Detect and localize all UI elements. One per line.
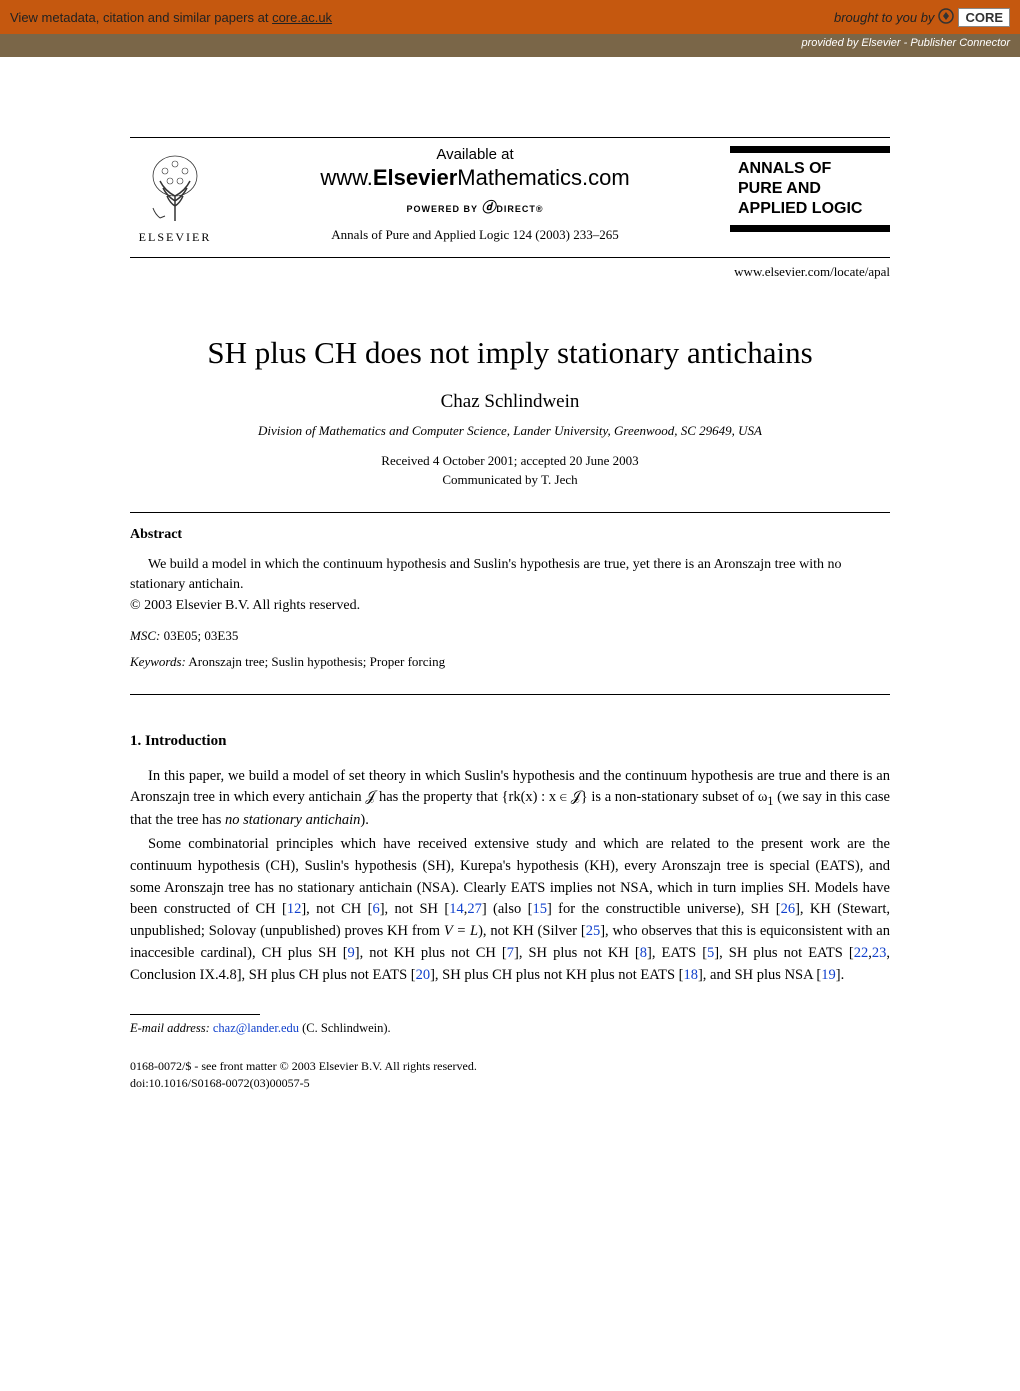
journal-title-line-2: PURE AND <box>738 179 890 199</box>
ref-18[interactable]: 18 <box>683 967 698 983</box>
ref-20[interactable]: 20 <box>416 967 431 983</box>
footnote-tail: (C. Schlindwein). <box>299 1021 391 1035</box>
brought-to-you-by: brought to you by <box>834 10 934 25</box>
available-at: Available at <box>240 146 710 163</box>
footer-line-1: 0168-0072/$ - see front matter © 2003 El… <box>130 1058 890 1075</box>
article-communicated: Communicated by T. Jech <box>130 472 890 488</box>
divider <box>130 694 890 695</box>
elsevier-tree-icon <box>135 146 215 226</box>
ref-27[interactable]: 27 <box>467 901 482 917</box>
keywords-text: Aronszajn tree; Suslin hypothesis; Prope… <box>188 654 445 669</box>
journal-title-line-1: ANNALS OF <box>738 159 890 179</box>
ref-22[interactable]: 22 <box>854 945 869 961</box>
keywords-label: Keywords: <box>130 654 186 669</box>
abstract-heading: Abstract <box>130 527 890 543</box>
ref-15[interactable]: 15 <box>532 901 547 917</box>
locate-url: www.elsevier.com/locate/apal <box>130 257 890 280</box>
provider-banner: provided by Elsevier - Publisher Connect… <box>0 34 1020 57</box>
provider-text: provided by Elsevier - Publisher Connect… <box>802 37 1011 49</box>
ref-8[interactable]: 8 <box>640 945 647 961</box>
msc-label: MSC: <box>130 628 160 643</box>
ref-7[interactable]: 7 <box>507 945 514 961</box>
footer: 0168-0072/$ - see front matter © 2003 El… <box>130 1058 890 1092</box>
powered-by: POWERED BY ⓓDIRECT® <box>240 197 710 217</box>
article-dates: Received 4 October 2001; accepted 20 Jun… <box>130 453 890 469</box>
ref-12[interactable]: 12 <box>287 901 302 917</box>
footnote-rule <box>130 1014 260 1015</box>
msc-codes: 03E05; 03E35 <box>164 628 239 643</box>
journal-title-line-3: APPLIED LOGIC <box>738 199 890 219</box>
footnote: E-mail address: chaz@lander.edu (C. Schl… <box>130 1021 890 1036</box>
ref-23[interactable]: 23 <box>872 945 887 961</box>
core-badge[interactable]: CORE <box>958 8 1010 27</box>
elsevier-wordmark: ELSEVIER <box>139 230 212 245</box>
journal-title-block: ANNALS OF PURE AND APPLIED LOGIC <box>730 146 890 232</box>
msc-line: MSC: 03E05; 03E35 <box>130 628 890 644</box>
article-author: Chaz Schlindwein <box>130 391 890 413</box>
core-icon <box>938 8 954 27</box>
journal-header: ELSEVIER Available at www.ElsevierMathem… <box>130 137 890 245</box>
ref-25[interactable]: 25 <box>586 923 601 939</box>
metadata-banner: View metadata, citation and similar pape… <box>0 0 1020 34</box>
ref-14[interactable]: 14 <box>449 901 464 917</box>
banner-left: View metadata, citation and similar pape… <box>10 10 332 25</box>
elsevier-logo: ELSEVIER <box>130 146 220 245</box>
section-1-heading: 1. Introduction <box>130 733 890 750</box>
ref-19[interactable]: 19 <box>821 967 836 983</box>
paragraph-1: In this paper, we build a model of set t… <box>130 766 890 833</box>
banner-left-text: View metadata, citation and similar pape… <box>10 10 272 25</box>
page-content: ELSEVIER Available at www.ElsevierMathem… <box>0 57 1020 1132</box>
article-title: SH plus CH does not imply stationary ant… <box>130 335 890 371</box>
keywords-line: Keywords: Aronszajn tree; Suslin hypothe… <box>130 654 890 670</box>
journal-reference: Annals of Pure and Applied Logic 124 (20… <box>240 227 710 243</box>
abstract-copyright: © 2003 Elsevier B.V. All rights reserved… <box>130 598 890 614</box>
divider <box>130 512 890 513</box>
footnote-label: E-mail address: <box>130 1021 213 1035</box>
article-affiliation: Division of Mathematics and Computer Sci… <box>130 423 890 439</box>
footnote-email[interactable]: chaz@lander.edu <box>213 1021 299 1035</box>
ref-26[interactable]: 26 <box>781 901 796 917</box>
elsevier-math-url: www.ElsevierMathematics.com <box>240 165 710 191</box>
banner-right: brought to you by CORE <box>834 8 1010 27</box>
paragraph-2: Some combinatorial principles which have… <box>130 834 890 986</box>
section-1-body: In this paper, we build a model of set t… <box>130 766 890 987</box>
abstract-text: We build a model in which the continuum … <box>130 555 890 596</box>
ref-6[interactable]: 6 <box>372 901 379 917</box>
header-center: Available at www.ElsevierMathematics.com… <box>240 146 710 243</box>
ref-9[interactable]: 9 <box>348 945 355 961</box>
core-link[interactable]: core.ac.uk <box>272 10 332 25</box>
footer-line-2: doi:10.1016/S0168-0072(03)00057-5 <box>130 1075 890 1092</box>
